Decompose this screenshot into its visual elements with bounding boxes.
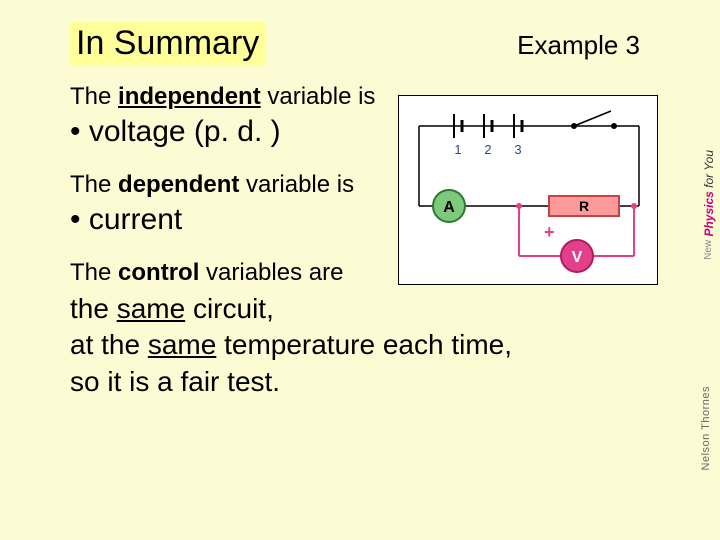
brand-foryou: for You [702, 150, 716, 191]
slide: In Summary Example 3 The independent var… [0, 0, 720, 540]
example-label: Example 3 [517, 30, 640, 61]
cell-label-1: 1 [454, 142, 461, 157]
text: temperature each time, [216, 329, 512, 360]
text: The [70, 83, 118, 110]
text: at the [70, 329, 148, 360]
independent-word: independent [118, 83, 261, 110]
text: the [70, 293, 117, 324]
brand-now: New [703, 240, 714, 260]
ammeter-label: A [443, 199, 455, 216]
resistor-label: R [579, 198, 589, 214]
voltmeter-label: V [572, 249, 583, 266]
header-row: In Summary Example 3 [70, 22, 650, 65]
brand-logo: New Physics for You [702, 150, 716, 260]
control-line-1: the same circuit, [70, 291, 650, 327]
node [516, 203, 522, 209]
same-word: same [148, 329, 216, 360]
cell-label-3: 3 [514, 142, 521, 157]
plus-sign: + [544, 222, 555, 242]
dependent-word: dependent [118, 171, 239, 198]
circuit-diagram: 1 2 3 A R [398, 95, 658, 285]
text: The [70, 171, 118, 198]
text: variables are [199, 259, 343, 286]
node [631, 203, 637, 209]
control-line-3: so it is a fair test. [70, 364, 650, 400]
control-block: the same circuit, at the same temperatur… [70, 291, 650, 400]
publisher-label: Nelson Thornes [700, 386, 712, 470]
control-word: control [118, 259, 199, 286]
text: variable is [261, 83, 376, 110]
text: The [70, 259, 118, 286]
cell-label-2: 2 [484, 142, 491, 157]
text: variable is [239, 171, 354, 198]
circuit-svg: 1 2 3 A R [399, 96, 659, 286]
same-word: same [117, 293, 185, 324]
brand-physics: Physics [702, 191, 716, 236]
text: circuit, [185, 293, 274, 324]
slide-title: In Summary [70, 22, 265, 65]
control-line-2: at the same temperature each time, [70, 327, 650, 363]
